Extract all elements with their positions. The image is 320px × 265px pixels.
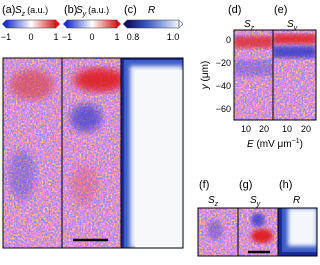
x-tick-label: 10 bbox=[241, 124, 251, 134]
heatmap bbox=[3, 58, 62, 248]
heatmap bbox=[278, 208, 317, 256]
colorbar-arrow bbox=[56, 20, 60, 28]
colorbar-arrow bbox=[2, 20, 6, 28]
frame bbox=[233, 29, 317, 121]
panel-label: (c) bbox=[124, 4, 137, 16]
colorbar-tick-label: 0.8 bbox=[127, 32, 140, 42]
colorbar-arrow bbox=[63, 20, 67, 28]
colorbar bbox=[126, 19, 180, 29]
y-tick-label: −40 bbox=[216, 81, 231, 91]
colorbar-tick-label: 0 bbox=[28, 32, 33, 42]
frame bbox=[197, 207, 318, 257]
colorbar-title: Sz (a.u.) bbox=[15, 5, 48, 18]
colorbar-arrow bbox=[123, 20, 127, 28]
y-tick-label: −20 bbox=[216, 58, 231, 68]
panel-label: (b) bbox=[64, 4, 77, 16]
x-tick-label: 20 bbox=[259, 124, 269, 134]
panel-label: (e) bbox=[274, 4, 287, 16]
x-tick-label: 10 bbox=[282, 124, 292, 134]
colorbar-title: R bbox=[148, 5, 155, 16]
colorbar-title: Sy (a.u.) bbox=[76, 5, 109, 18]
panel-title: R bbox=[293, 195, 300, 206]
heatmap bbox=[238, 208, 278, 256]
heatmap bbox=[234, 30, 273, 120]
heatmap bbox=[198, 208, 238, 256]
colorbar-tick-label: 1 bbox=[114, 32, 119, 42]
panel-label: (d) bbox=[228, 4, 241, 16]
panel-label: (f) bbox=[199, 179, 209, 191]
panel-label: (g) bbox=[239, 179, 252, 191]
panel-title: Sy bbox=[250, 195, 261, 208]
colorbar-tick-label: 1 bbox=[53, 32, 58, 42]
colorbar bbox=[66, 19, 118, 29]
panel-label: (a) bbox=[2, 4, 15, 16]
colorbar bbox=[5, 19, 57, 29]
panel-label: (h) bbox=[279, 179, 292, 191]
panel-title: Sz bbox=[244, 19, 255, 32]
frame bbox=[2, 57, 184, 249]
y-tick-label: 0 bbox=[226, 35, 231, 45]
x-tick-label: 20 bbox=[301, 124, 311, 134]
colorbar-tick-label: −1 bbox=[1, 32, 11, 42]
x-axis-label: E (mV μm−1) bbox=[247, 138, 303, 150]
colorbar-arrow bbox=[117, 20, 121, 28]
panel-title: Sy bbox=[287, 19, 298, 32]
colorbar-tick-label: −1 bbox=[62, 32, 72, 42]
colorbar-arrow bbox=[178, 19, 184, 29]
heatmap bbox=[62, 58, 121, 248]
panel-title: Sz bbox=[208, 195, 219, 208]
heatmap bbox=[273, 30, 316, 120]
y-tick-label: −60 bbox=[216, 104, 231, 114]
colorbar-tick-label: 0 bbox=[89, 32, 94, 42]
heatmap bbox=[121, 58, 183, 248]
y-axis-label: y (μm) bbox=[200, 61, 211, 91]
colorbar-tick-label: 1.0 bbox=[167, 32, 180, 42]
